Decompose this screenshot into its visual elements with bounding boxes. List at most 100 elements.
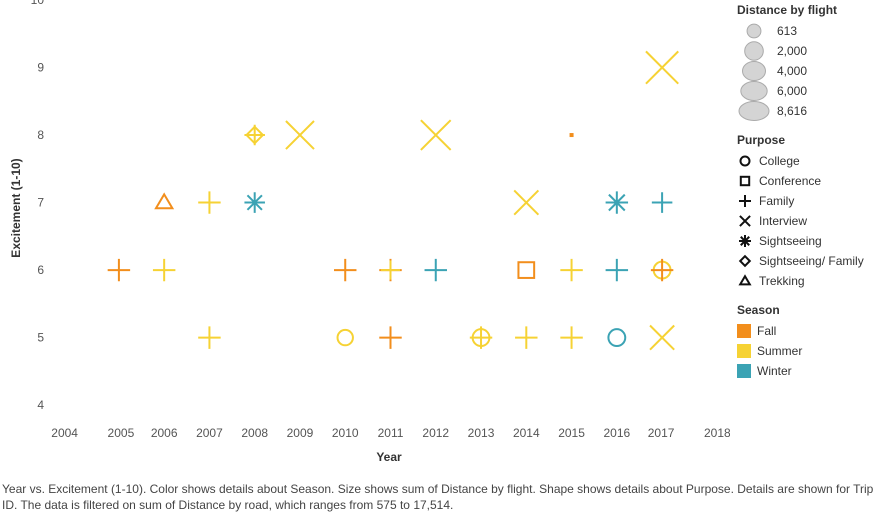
data-point[interactable] xyxy=(645,50,679,85)
y-tick-label: 10 xyxy=(31,0,45,7)
data-point[interactable] xyxy=(334,258,357,282)
purpose-legend-label: Trekking xyxy=(759,274,805,288)
y-tick-label: 7 xyxy=(37,196,44,210)
data-point[interactable] xyxy=(285,120,315,150)
size-legend-item: 8,616 xyxy=(737,101,872,121)
y-tick-label: 8 xyxy=(37,128,44,142)
season-legend-title: Season xyxy=(737,303,780,317)
data-point[interactable] xyxy=(649,324,675,351)
y-axis-title: Excitement (1-10) xyxy=(9,158,23,257)
data-point[interactable] xyxy=(607,328,627,348)
square-icon xyxy=(739,175,751,187)
season-legend-item: Fall xyxy=(737,321,872,341)
season-legend-label: Summer xyxy=(757,344,803,358)
x-tick-label: 2009 xyxy=(287,426,314,440)
size-circle-icon xyxy=(744,41,764,61)
color-swatch xyxy=(737,344,751,358)
season-legend-label: Winter xyxy=(757,364,792,378)
size-legend-item: 4,000 xyxy=(737,61,872,81)
data-point[interactable] xyxy=(650,258,674,282)
data-point[interactable] xyxy=(513,189,540,216)
size-legend-label: 8,616 xyxy=(777,104,808,118)
x-axis-label: Year xyxy=(376,450,402,464)
size-legend-item: 613 xyxy=(737,21,872,41)
cross-icon xyxy=(739,215,751,227)
purpose-legend-item: Conference xyxy=(737,171,872,191)
data-point[interactable] xyxy=(198,191,221,214)
size-circle-icon xyxy=(742,61,766,81)
scatter-chart: Excitement (1-10) Year 4 5 6 7 8 9 10 2004 2005… xyxy=(9,0,730,464)
size-legend-title: Distance by flight xyxy=(737,3,838,17)
size-legend-label: 4,000 xyxy=(777,64,808,78)
size-circle-icon xyxy=(746,23,762,39)
data-point[interactable] xyxy=(569,133,574,138)
purpose-legend: College Conference Family Interview Sightsee… xyxy=(737,151,872,291)
x-tick-label: 2005 xyxy=(108,426,135,440)
x-tick-label: 2018 xyxy=(704,426,730,440)
data-point[interactable] xyxy=(469,326,493,349)
x-tick-label: 2013 xyxy=(468,426,495,440)
data-point[interactable] xyxy=(420,119,452,151)
purpose-legend-item: Interview xyxy=(737,211,872,231)
purpose-legend-title: Purpose xyxy=(737,133,786,147)
data-point[interactable] xyxy=(152,258,176,282)
season-legend-label: Fall xyxy=(757,324,777,338)
data-point[interactable] xyxy=(379,326,402,349)
data-point[interactable] xyxy=(107,258,131,282)
x-tick-label: 2017 xyxy=(648,426,675,440)
x-tick-label: 2008 xyxy=(241,426,268,440)
data-point[interactable] xyxy=(560,258,583,282)
legend: Distance by flight 613 2,000 4,000 6,000 8,6… xyxy=(737,0,872,381)
x-tick-label: 2006 xyxy=(151,426,178,440)
chart-caption: Year vs. Excitement (1-10). Color shows … xyxy=(2,482,874,512)
diamond-icon xyxy=(738,254,752,268)
data-point[interactable] xyxy=(651,192,673,213)
purpose-legend-label: Family xyxy=(759,194,795,208)
plus-icon xyxy=(739,195,751,207)
data-point[interactable] xyxy=(605,258,629,282)
purpose-legend-item: Family xyxy=(737,191,872,211)
season-legend-item: Summer xyxy=(737,341,872,361)
purpose-legend-label: College xyxy=(759,154,800,168)
data-point[interactable] xyxy=(336,328,354,347)
size-legend-item: 2,000 xyxy=(737,41,872,61)
color-swatch xyxy=(737,324,751,338)
purpose-legend-label: Conference xyxy=(759,174,822,188)
y-tick-label: 4 xyxy=(37,398,44,412)
data-point[interactable] xyxy=(515,326,538,349)
y-tick-label: 6 xyxy=(37,263,44,277)
x-tick-label: 2011 xyxy=(378,426,404,440)
size-legend-label: 613 xyxy=(777,24,798,38)
data-point[interactable] xyxy=(244,192,265,213)
purpose-legend-label: Sightseeing xyxy=(759,234,822,248)
x-tick-label: 2015 xyxy=(558,426,585,440)
season-legend: Fall Summer Winter xyxy=(737,321,872,381)
purpose-legend-item: College xyxy=(737,151,872,171)
size-legend-label: 6,000 xyxy=(777,84,808,98)
data-point[interactable] xyxy=(198,326,221,349)
data-point[interactable] xyxy=(517,261,536,279)
data-point[interactable] xyxy=(380,260,401,280)
x-tick-label: 2007 xyxy=(196,426,223,440)
data-point[interactable] xyxy=(605,191,629,214)
purpose-legend-label: Sightseeing/ Family xyxy=(759,254,864,268)
y-tick-label: 5 xyxy=(37,331,44,345)
purpose-legend-item: Sightseeing/ Family xyxy=(737,251,872,271)
x-tick-label: 2004 xyxy=(51,426,78,440)
asterisk-icon xyxy=(739,235,751,247)
size-circle-icon xyxy=(740,81,768,101)
data-point[interactable] xyxy=(424,258,447,282)
color-swatch xyxy=(737,364,751,378)
size-legend: 613 2,000 4,000 6,000 8,616 xyxy=(737,21,872,121)
data-point[interactable] xyxy=(244,124,265,146)
data-point[interactable] xyxy=(154,192,175,210)
x-tick-label: 2014 xyxy=(513,426,540,440)
triangle-icon xyxy=(738,274,752,286)
season-legend-item: Winter xyxy=(737,361,872,381)
size-legend-label: 2,000 xyxy=(777,44,808,58)
data-point[interactable] xyxy=(560,326,583,349)
purpose-legend-label: Interview xyxy=(759,214,808,228)
purpose-legend-item: Trekking xyxy=(737,271,872,291)
y-axis-label: Excitement (1-10) xyxy=(9,158,23,257)
circle-icon xyxy=(739,155,751,167)
